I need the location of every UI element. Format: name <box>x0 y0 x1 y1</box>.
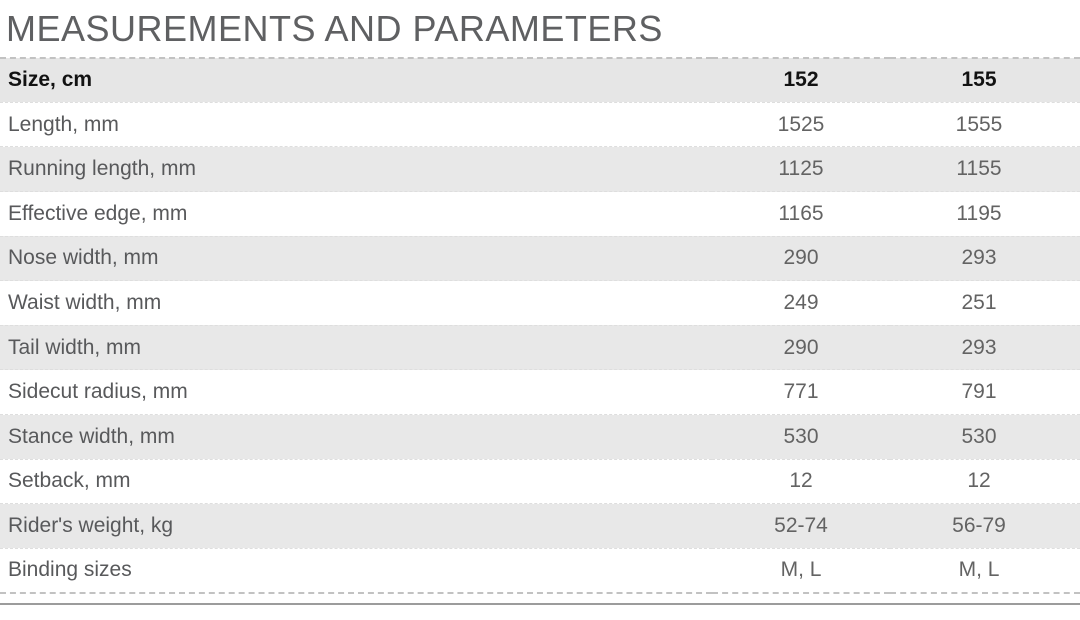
row-value-col-2: 1155 <box>956 157 1002 181</box>
header-size-col-1: 152 <box>783 68 819 92</box>
row-parameter-label: Nose width, mm <box>8 246 159 270</box>
row-value-col-2: 251 <box>961 291 997 315</box>
row-value-col-1: M, L <box>780 558 822 582</box>
row-value-col-2: 530 <box>961 424 997 448</box>
table-row: Stance width, mm 530 530 <box>0 414 1080 460</box>
row-parameter-label: Tail width, mm <box>8 335 142 359</box>
row-parameter-label: Waist width, mm <box>8 291 162 315</box>
section-title: MEASUREMENTS AND PARAMETERS <box>6 8 663 49</box>
row-parameter-label: Stance width, mm <box>8 424 175 448</box>
row-parameter-label: Effective edge, mm <box>8 201 188 225</box>
table-row: Setback, mm 12 12 <box>0 459 1080 504</box>
table-row: Sidecut radius, mm 771 791 <box>0 369 1080 415</box>
row-value-col-1: 1525 <box>777 112 825 136</box>
row-value-col-1: 290 <box>783 335 819 359</box>
row-value-col-2: 1195 <box>956 201 1002 225</box>
row-value-col-1: 52-74 <box>774 514 828 538</box>
table-row: Rider's weight, kg 52-74 56-79 <box>0 503 1080 549</box>
row-value-col-2: 293 <box>961 335 997 359</box>
row-parameter-label: Setback, mm <box>8 469 131 493</box>
table-row: Effective edge, mm 1165 1195 <box>0 191 1080 237</box>
table-row: Running length, mm 1125 1155 <box>0 146 1080 192</box>
table-row: Nose width, mm 290 293 <box>0 236 1080 281</box>
table-row: Waist width, mm 249 251 <box>0 280 1080 326</box>
row-value-col-1: 12 <box>789 469 813 493</box>
row-value-col-1: 1125 <box>778 157 824 181</box>
row-value-col-2: M, L <box>958 558 1000 582</box>
row-value-col-2: 791 <box>961 380 997 404</box>
measurements-table: Size, cm 152 155 Length, mm 1525 1555 Runni… <box>0 56 1080 594</box>
row-parameter-label: Binding sizes <box>8 558 132 582</box>
row-parameter-label: Rider's weight, kg <box>8 514 174 538</box>
row-value-col-1: 530 <box>783 424 819 448</box>
row-parameter-label: Running length, mm <box>8 157 196 181</box>
row-value-col-1: 1165 <box>778 201 824 225</box>
table-row: Binding sizes M, L M, L <box>0 548 1080 593</box>
row-value-col-2: 293 <box>961 246 997 270</box>
header-parameter-label: Size, cm <box>8 68 93 92</box>
table-row: Length, mm 1525 1555 <box>0 102 1080 147</box>
row-value-col-2: 12 <box>967 469 991 493</box>
table-row: Tail width, mm 290 293 <box>0 325 1080 370</box>
row-value-col-2: 56-79 <box>952 514 1006 538</box>
row-value-col-2: 1555 <box>955 112 1003 136</box>
row-value-col-1: 249 <box>783 291 819 315</box>
row-parameter-label: Sidecut radius, mm <box>8 380 188 404</box>
row-value-col-1: 771 <box>783 380 819 404</box>
row-parameter-label: Length, mm <box>8 112 119 136</box>
bottom-divider <box>0 602 1080 605</box>
header-size-col-2: 155 <box>961 68 997 92</box>
table-header-row: Size, cm 152 155 <box>0 57 1080 103</box>
row-value-col-1: 290 <box>783 246 819 270</box>
